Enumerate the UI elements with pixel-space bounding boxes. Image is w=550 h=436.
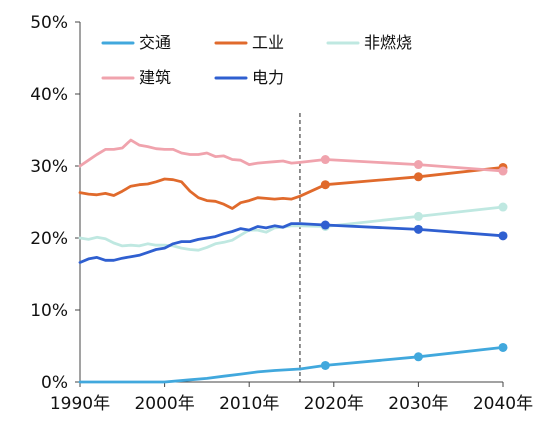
- y-tick-label: 20%: [30, 229, 68, 249]
- series-point: [498, 342, 508, 352]
- x-tick-label: 2040年: [473, 394, 533, 414]
- series-point: [413, 172, 423, 182]
- y-tick-label: 30%: [30, 157, 68, 177]
- series-line-projection: [298, 345, 505, 371]
- series-point: [498, 166, 508, 176]
- series-group: [78, 220, 508, 264]
- y-axis: 0% 10% 20% 30% 40% 50%: [30, 13, 81, 393]
- x-tick-label: 2000年: [134, 394, 194, 414]
- series-line-historical: [78, 367, 302, 384]
- legend-label: 建筑: [139, 68, 171, 87]
- legend-label: 工业: [252, 33, 284, 52]
- series-point: [413, 224, 423, 234]
- legend-label: 交通: [139, 33, 171, 52]
- series-line-projection: [298, 165, 505, 198]
- series-point: [320, 220, 330, 230]
- x-tick-label: 1990年: [50, 394, 110, 414]
- legend-item: 非燃烧: [326, 33, 412, 52]
- series-point: [413, 160, 423, 170]
- x-tick-label: 2010年: [219, 394, 279, 414]
- series-point: [320, 180, 330, 190]
- series-point: [413, 211, 423, 221]
- series-line-historical: [78, 138, 302, 168]
- legend-item: 交通: [101, 33, 171, 52]
- legend-label: 非燃烧: [364, 33, 412, 52]
- y-tick-label: 10%: [30, 301, 68, 321]
- series-line-historical: [78, 222, 302, 264]
- series-point: [320, 360, 330, 370]
- y-tick-label: 50%: [30, 13, 68, 33]
- legend-item: 工业: [214, 33, 284, 52]
- series-line-historical: [78, 177, 302, 210]
- y-tick-label: 40%: [30, 85, 68, 105]
- legend-item: 电力: [214, 68, 284, 87]
- y-tick-label: 0%: [41, 373, 68, 393]
- series-group: [78, 342, 508, 384]
- series-line-historical: [78, 224, 302, 252]
- legend-item: 建筑: [101, 68, 171, 87]
- x-axis: 1990年 2000年 2010年 2020年 2030年 2040年: [50, 381, 533, 414]
- legend-label: 电力: [252, 68, 284, 87]
- x-tick-label: 2020年: [304, 394, 364, 414]
- series-point: [498, 202, 508, 212]
- series-line-projection: [298, 222, 505, 238]
- series-group: [78, 138, 508, 176]
- x-tick-label: 2030年: [388, 394, 448, 414]
- series-layer: [78, 138, 508, 384]
- series-line-projection: [298, 205, 505, 228]
- series-point: [320, 155, 330, 165]
- series-group: [78, 162, 508, 210]
- series-group: [78, 202, 508, 252]
- series-point: [498, 231, 508, 241]
- series-point: [413, 352, 423, 362]
- series-line-projection: [298, 158, 505, 173]
